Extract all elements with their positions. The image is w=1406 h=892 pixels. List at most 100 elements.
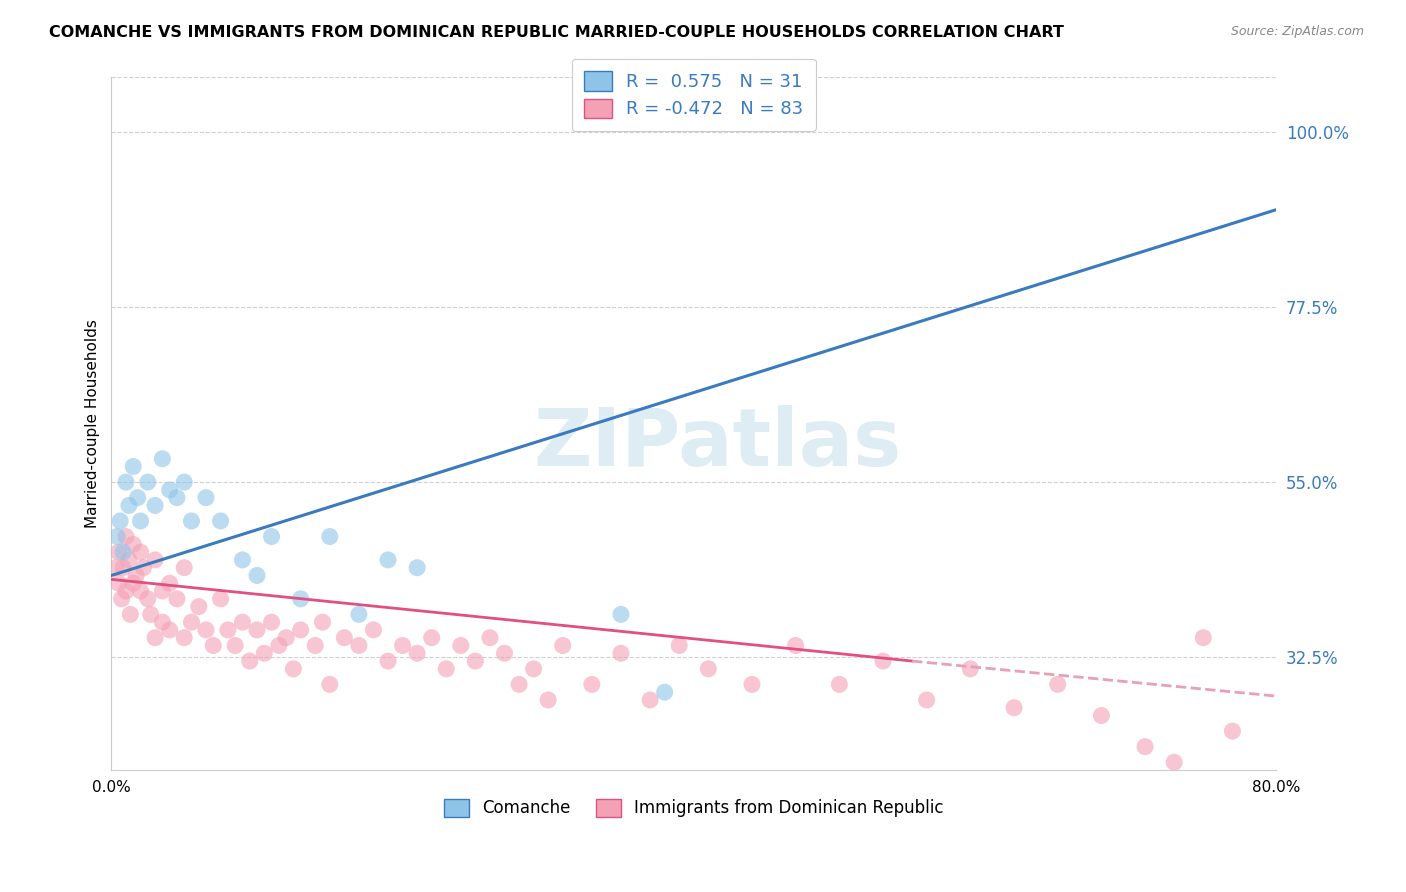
Point [159, 623, 181, 637]
Point [434, 662, 457, 676]
Point [1163, 756, 1185, 770]
Point [107, 545, 129, 559]
Point [166, 591, 188, 606]
Point [1090, 708, 1112, 723]
Point [377, 654, 399, 668]
Point [1046, 677, 1069, 691]
Point [180, 514, 202, 528]
Point [638, 693, 661, 707]
Point [143, 553, 166, 567]
Point [217, 623, 239, 637]
Point [478, 631, 501, 645]
Point [125, 568, 148, 582]
Point [224, 639, 246, 653]
Point [150, 451, 173, 466]
Point [697, 662, 720, 676]
Point [180, 615, 202, 629]
Point [246, 623, 269, 637]
Point [143, 499, 166, 513]
Point [166, 491, 188, 505]
Text: Source: ZipAtlas.com: Source: ZipAtlas.com [1230, 25, 1364, 38]
Point [654, 685, 676, 699]
Point [377, 553, 399, 567]
Point [1133, 739, 1156, 754]
Point [668, 639, 690, 653]
Point [115, 584, 138, 599]
Point [581, 677, 603, 691]
Point [741, 677, 763, 691]
Point [159, 576, 181, 591]
Point [260, 530, 283, 544]
Point [283, 662, 305, 676]
Point [406, 646, 429, 660]
Point [120, 607, 142, 622]
Point [173, 475, 195, 489]
Point [159, 483, 181, 497]
Point [464, 654, 486, 668]
Point [1222, 724, 1244, 739]
Point [150, 584, 173, 599]
Point [319, 530, 342, 544]
Point [290, 591, 312, 606]
Point [112, 560, 135, 574]
Point [139, 607, 162, 622]
Point [108, 514, 131, 528]
Point [129, 514, 152, 528]
Point [118, 553, 141, 567]
Text: COMANCHE VS IMMIGRANTS FROM DOMINICAN REPUBLIC MARRIED-COUPLE HOUSEHOLDS CORRELA: COMANCHE VS IMMIGRANTS FROM DOMINICAN RE… [49, 25, 1064, 40]
Point [187, 599, 209, 614]
Point [136, 591, 159, 606]
Point [319, 677, 342, 691]
Point [347, 639, 370, 653]
Point [104, 560, 127, 574]
Point [122, 459, 145, 474]
Point [173, 560, 195, 574]
Point [122, 576, 145, 591]
Point [959, 662, 981, 676]
Point [537, 693, 560, 707]
Point [828, 677, 851, 691]
Point [333, 631, 356, 645]
Point [209, 514, 232, 528]
Point [363, 623, 385, 637]
Point [115, 530, 138, 544]
Point [304, 639, 326, 653]
Point [246, 568, 269, 582]
Point [872, 654, 894, 668]
Text: ZIPatlas: ZIPatlas [533, 406, 901, 483]
Point [1002, 700, 1025, 714]
Point [110, 591, 132, 606]
Point [508, 677, 530, 691]
Point [122, 537, 145, 551]
Point [105, 530, 128, 544]
Point [115, 475, 138, 489]
Point [260, 615, 283, 629]
Point [136, 475, 159, 489]
Point [239, 654, 262, 668]
Point [132, 560, 155, 574]
Point [231, 615, 253, 629]
Legend: Comanche, Immigrants from Dominican Republic: Comanche, Immigrants from Dominican Repu… [437, 792, 950, 824]
Point [494, 646, 516, 660]
Point [347, 607, 370, 622]
Point [274, 631, 297, 645]
Point [173, 631, 195, 645]
Point [195, 491, 218, 505]
Point [785, 639, 807, 653]
Point [127, 491, 149, 505]
Point [209, 591, 232, 606]
Point [202, 639, 225, 653]
Point [610, 646, 633, 660]
Point [551, 639, 574, 653]
Point [420, 631, 443, 645]
Point [450, 639, 472, 653]
Point [112, 545, 135, 559]
Point [1192, 631, 1215, 645]
Point [143, 631, 166, 645]
Point [150, 615, 173, 629]
Point [253, 646, 276, 660]
Point [610, 607, 633, 622]
Point [129, 545, 152, 559]
Point [311, 615, 333, 629]
Y-axis label: Married-couple Households: Married-couple Households [86, 319, 100, 528]
